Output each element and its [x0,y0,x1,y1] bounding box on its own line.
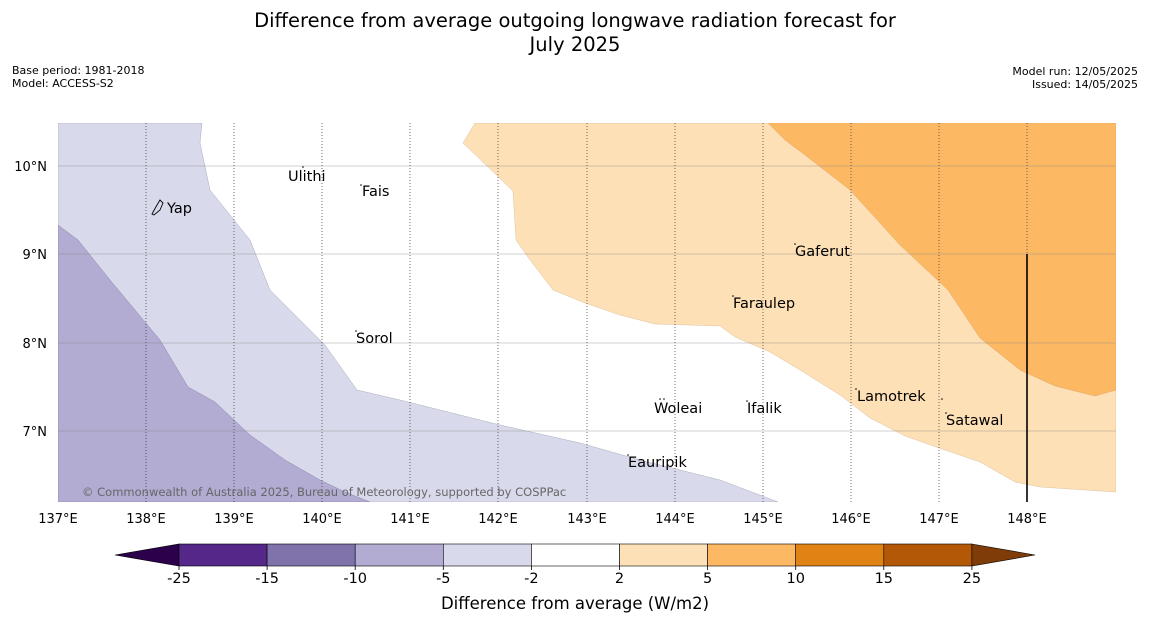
region-light-purple [58,123,779,502]
lon-label: 139°E [214,512,254,527]
yap-island-outline [151,199,164,216]
colorbar-tick-label: -5 [436,571,450,587]
island-dot [794,243,796,245]
region-orange [767,123,1116,397]
place-label: Yap [166,201,192,217]
colorbar-segment [354,543,444,567]
island-dot [746,400,748,402]
latitude-labels: 10°N 9°N 8°N 7°N [14,160,47,440]
lat-label: 7°N [23,425,48,440]
place-label: Gaferut [795,244,850,260]
lat-label: 10°N [14,160,47,175]
island-dot [732,295,734,297]
longitude-gridlines [145,123,1028,502]
longitude-labels: 137°E 138°E 139°E 140°E 141°E 142°E 143°E 144°E… [38,512,1047,527]
base-period: Base period: 1981-2018 [12,64,145,77]
colorbar-segment [795,543,885,567]
colorbar-tick-label: -25 [167,571,191,587]
lon-label: 144°E [655,512,695,527]
island-dot [302,166,304,168]
issued-date: Issued: 14/05/2025 [1031,77,1138,91]
base-info: Base period: 1981-2018 Model: ACCESS-S2 [12,64,145,90]
island-dot [855,388,857,390]
colorbar-segment [619,543,708,567]
lon-label: 148°E [1007,512,1047,527]
lon-label: 141°E [390,512,430,527]
title-line-1: Difference from average outgoing longwav… [254,9,896,32]
colorbar-segment [442,543,532,567]
place-label: Lamotrek [857,389,926,405]
colorbar-segment [531,543,620,567]
island-dot [360,184,362,186]
copyright-credit: © Commonwealth of Australia 2025, Bureau… [82,485,566,499]
lon-label: 143°E [567,512,607,527]
lat-label: 8°N [23,337,48,352]
island-dot [663,398,665,400]
colorbar-tick-label: 15 [875,571,893,587]
lon-label: 145°E [743,512,783,527]
colorbar-tick-label: -10 [343,571,367,587]
place-label: Eauripik [628,455,687,471]
region-dark-purple [58,224,371,502]
colorbar-extend-high [971,543,1036,567]
lon-label: 142°E [478,512,518,527]
island-dot [355,330,357,332]
run-info: Model run: 12/05/2025 Issued: 14/05/2025 [1012,65,1138,91]
model-name: Model: ACCESS-S2 [12,76,114,90]
lon-label: 140°E [302,512,342,527]
place-label: Sorol [356,331,393,347]
lon-label: 138°E [126,512,166,527]
map-area: Ulithi Fais Yap Gaferut Faraulep Sorol Lamotre… [58,123,1116,502]
colorbar-segment [707,543,796,567]
colorbar: -25 -15 -10 -5 -2 2 5 10 15 25 [114,543,1036,587]
chart-title: Difference from average outgoing longwav… [0,9,1150,57]
colorbar-label: Difference from average (W/m2) [440,594,710,613]
title-line-2: July 2025 [529,33,621,56]
colorbar-segment [883,543,973,567]
island-dot [941,398,943,400]
place-labels: Ulithi Fais Yap Gaferut Faraulep Sorol Lamotre… [166,169,1003,471]
lon-label: 147°E [919,512,959,527]
island-dot [627,454,629,456]
place-label: Woleai [654,401,702,417]
colorbar-segment [178,543,268,567]
colorbar-tick-label: 25 [963,571,981,587]
model-run: Model run: 12/05/2025 [1012,65,1138,78]
colorbar-tick-label: 10 [786,571,804,587]
island-dot [659,398,661,400]
place-label: Ifalik [747,401,782,417]
island-markers [302,166,947,456]
colorbar-segment [266,543,356,567]
lon-label: 137°E [38,512,78,527]
colorbar-tick-label: 5 [703,571,712,587]
lon-label: 146°E [831,512,871,527]
colorbar-tick-label: -2 [524,571,538,587]
place-label: Satawal [946,413,1003,429]
colorbar-tick-label: -15 [255,571,279,587]
place-label: Faraulep [733,296,795,312]
place-label: Fais [362,184,389,200]
place-label: Ulithi [288,169,326,185]
colorbar-tick-label: 2 [615,571,624,587]
island-dot [945,412,947,414]
colorbar-extend-low [114,543,180,567]
lat-label: 9°N [23,248,48,263]
